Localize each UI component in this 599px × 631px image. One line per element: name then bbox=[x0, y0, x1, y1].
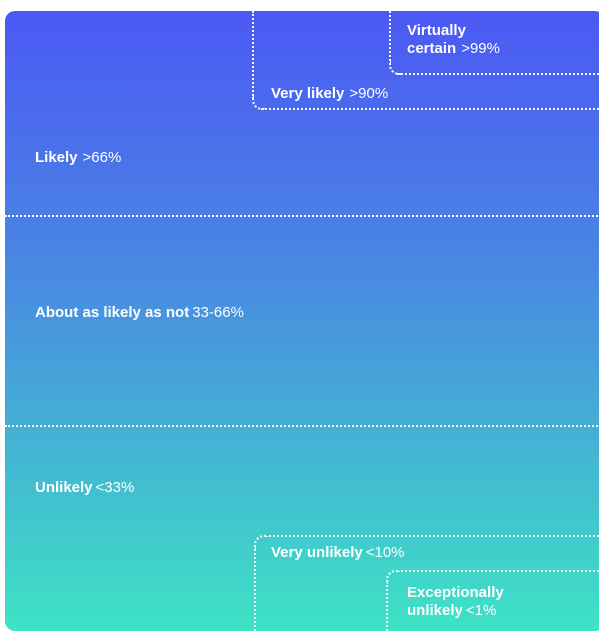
very-likely-boundary-bottom bbox=[261, 108, 599, 110]
exceptionally-unlikely-title-line2: unlikely bbox=[407, 602, 463, 619]
likelihood-scale-panel: Virtually certain >99% Very likely >90% Li… bbox=[5, 11, 599, 631]
likely-title: Likely bbox=[35, 149, 78, 166]
exceptionally-unlikely-label: Exceptionally unlikely <1% bbox=[407, 584, 597, 620]
likely-boundary bbox=[5, 215, 599, 217]
very-unlikely-value: <10% bbox=[365, 544, 405, 561]
very-unlikely-boundary-top bbox=[264, 535, 599, 537]
very-unlikely-label: Very unlikely <10% bbox=[271, 544, 405, 562]
virtually-certain-corner bbox=[389, 61, 403, 75]
very-likely-boundary-left bbox=[252, 11, 254, 99]
virtually-certain-title-line1: Virtually bbox=[407, 22, 466, 39]
exceptionally-unlikely-title-line1: Exceptionally bbox=[407, 584, 504, 601]
likely-label: Likely >66% bbox=[35, 149, 121, 167]
virtually-certain-title-line2: certain bbox=[407, 40, 457, 57]
unlikely-boundary bbox=[5, 425, 599, 427]
likely-value: >66% bbox=[82, 149, 122, 166]
about-as-likely-title: About as likely as not bbox=[35, 304, 190, 321]
unlikely-title: Unlikely bbox=[35, 479, 93, 496]
very-likely-title: Very likely bbox=[271, 85, 345, 102]
exceptionally-unlikely-value: <1% bbox=[465, 602, 497, 619]
very-unlikely-boundary-left bbox=[254, 545, 256, 631]
very-unlikely-corner bbox=[254, 535, 268, 549]
exceptionally-unlikely-boundary-left bbox=[386, 580, 388, 631]
about-as-likely-value: 33-66% bbox=[192, 304, 244, 321]
very-likely-label: Very likely >90% bbox=[271, 85, 388, 103]
about-as-likely-label: About as likely as not 33-66% bbox=[35, 304, 244, 322]
exceptionally-unlikely-corner bbox=[386, 570, 400, 584]
virtually-certain-value: >99% bbox=[461, 40, 500, 57]
very-likely-value: >90% bbox=[349, 85, 389, 102]
virtually-certain-boundary-left bbox=[389, 11, 391, 65]
very-unlikely-title: Very unlikely bbox=[271, 544, 363, 561]
virtually-certain-boundary-bottom bbox=[397, 73, 599, 75]
exceptionally-unlikely-boundary-top bbox=[396, 570, 599, 572]
unlikely-value: <33% bbox=[95, 479, 135, 496]
unlikely-label: Unlikely <33% bbox=[35, 479, 134, 497]
virtually-certain-label: Virtually certain >99% bbox=[407, 22, 597, 58]
very-likely-corner bbox=[252, 96, 266, 110]
